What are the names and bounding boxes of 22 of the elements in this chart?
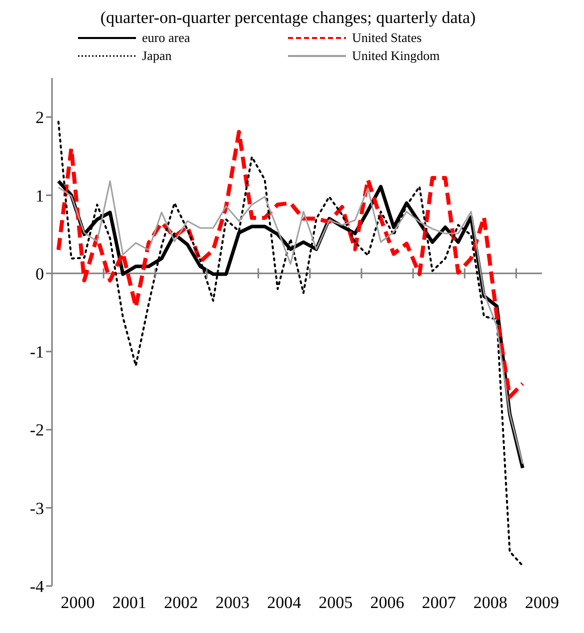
- y-tick-label: -1: [30, 342, 44, 362]
- x-tick-label: 2008: [473, 593, 508, 612]
- x-tick-label: 2004: [267, 593, 302, 612]
- x-tick-label: 2000: [60, 593, 95, 612]
- y-tick-label: -3: [30, 498, 44, 518]
- y-tick-label: -2: [30, 420, 44, 440]
- x-tick-label: 2002: [164, 593, 198, 612]
- x-tick-label: 2003: [216, 593, 250, 612]
- legend-label: euro area: [142, 30, 190, 46]
- x-tick-label: 2005: [318, 593, 353, 612]
- x-tick-label: 2006: [370, 593, 404, 612]
- legend-label: United States: [352, 30, 422, 46]
- y-tick-label: 0: [36, 264, 44, 284]
- x-tick-label: 2001: [112, 593, 146, 612]
- y-tick-label: -4: [30, 577, 44, 596]
- y-tick-label: 2: [36, 108, 44, 128]
- x-tick-label: 2009: [525, 593, 559, 612]
- y-tick-label: 1: [36, 186, 44, 206]
- chart-title: (quarter-on-quarter percentage changes; quarterly data): [99, 8, 477, 28]
- legend-label: United Kingdom: [352, 48, 440, 64]
- legend-label: Japan: [142, 48, 172, 64]
- x-tick-label: 2007: [422, 593, 456, 612]
